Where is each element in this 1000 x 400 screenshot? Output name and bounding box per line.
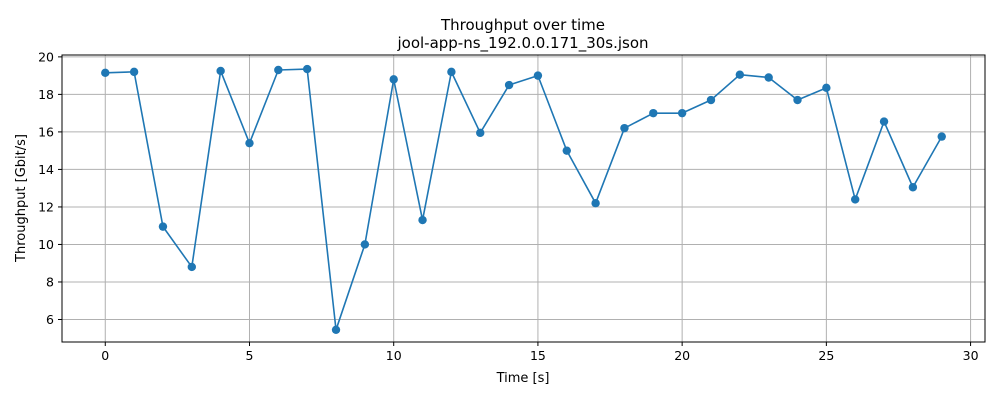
- y-tick-label: 14: [38, 162, 54, 177]
- data-point: [735, 70, 745, 79]
- data-point: [591, 198, 600, 208]
- data-point: [706, 95, 716, 105]
- data-point: [158, 222, 168, 231]
- x-axis-label: Time [s]: [496, 371, 550, 386]
- x-tick-label: 25: [818, 348, 834, 363]
- data-point: [101, 68, 110, 78]
- x-tick-label: 30: [963, 348, 979, 363]
- x-tick-label: 20: [674, 348, 690, 363]
- data-point: [620, 123, 629, 133]
- data-point: [360, 240, 370, 249]
- y-tick-label: 16: [38, 124, 54, 139]
- y-tick-label: 20: [38, 49, 54, 64]
- plot-frame: [61, 54, 986, 343]
- data-point: [822, 83, 831, 93]
- axis-ticks: 0 5 10 15 20 25 30 6 8 10 12 14 16 18 20: [38, 49, 978, 363]
- y-axis-label: Throughput [Gbit/s]: [14, 134, 29, 263]
- data-point: [389, 75, 398, 84]
- data-point: [216, 66, 225, 76]
- x-tick-label: 5: [246, 348, 254, 363]
- data-point: [187, 262, 196, 272]
- data-point: [649, 108, 658, 118]
- chart-title: Throughput over time: [440, 16, 605, 34]
- chart-subtitle: jool-app-ns_192.0.0.171_30s.json: [396, 34, 648, 53]
- data-point: [447, 67, 456, 77]
- data-point: [245, 138, 254, 148]
- y-tick-label: 8: [46, 274, 54, 289]
- data-point: [793, 95, 802, 105]
- x-tick-label: 0: [101, 348, 109, 363]
- data-point: [476, 128, 485, 138]
- x-tick-label: 10: [386, 348, 402, 363]
- series-line: [105, 68, 943, 331]
- data-point: [331, 325, 341, 335]
- data-point: [851, 195, 860, 204]
- y-tick-label: 12: [38, 199, 54, 214]
- data-point: [764, 73, 773, 82]
- data-point: [418, 215, 427, 225]
- y-tick-label: 6: [46, 312, 54, 327]
- data-point: [937, 132, 946, 141]
- data-point: [533, 71, 543, 80]
- data-point: [908, 183, 918, 192]
- x-tick-label: 15: [530, 348, 546, 363]
- data-point: [879, 117, 889, 126]
- data-point: [677, 108, 687, 118]
- data-point: [302, 64, 312, 74]
- series-throughput: [101, 64, 946, 335]
- data-point: [504, 80, 514, 90]
- data-point: [129, 67, 139, 77]
- y-tick-label: 10: [38, 237, 54, 252]
- y-tick-label: 18: [38, 87, 54, 102]
- data-point: [274, 65, 283, 75]
- data-point: [562, 146, 571, 155]
- grid: [62, 55, 985, 342]
